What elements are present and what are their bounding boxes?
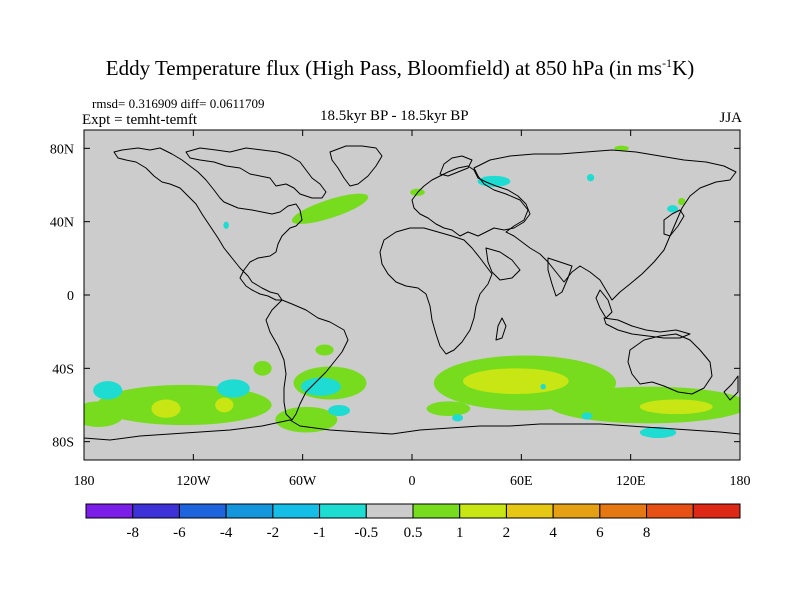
colorbar-label: -2 xyxy=(267,525,280,541)
coast-madagascar xyxy=(495,317,507,341)
region-southern-pacific-core xyxy=(151,399,181,418)
colorbar-box xyxy=(225,503,274,519)
region-indian-small-negative xyxy=(540,383,546,390)
season-label: JJA xyxy=(719,110,742,126)
colorbar-box xyxy=(599,503,648,519)
colorbar-label: -0.5 xyxy=(354,525,378,541)
coast-indonesia xyxy=(603,317,691,339)
rmsd-diff-stats: rmsd= 0.316909 diff= 0.0611709 xyxy=(92,96,265,111)
colorbar-label: 0.5 xyxy=(404,525,423,541)
x-tick-label: 180 xyxy=(74,474,95,489)
colorbar-label: 6 xyxy=(596,525,604,541)
x-tick-label: 60E xyxy=(510,474,533,489)
colorbar-box xyxy=(692,503,741,519)
colorbar-label: -1 xyxy=(313,525,326,541)
coast-europe xyxy=(411,165,531,237)
y-tick-label: 0 xyxy=(67,289,74,304)
y-tick-label: 80S xyxy=(52,436,74,451)
x-tick-label: 0 xyxy=(409,474,416,489)
x-tick-label: 180 xyxy=(730,474,751,489)
experiment-label: Expt = temht-temft xyxy=(82,112,198,128)
colorbar-box xyxy=(646,503,694,519)
colorbar-label: 1 xyxy=(456,525,464,541)
x-axis: 180 120W 60W 0 60E 120E 180 xyxy=(74,130,751,489)
colorbar-box xyxy=(132,503,180,519)
coast-greenland xyxy=(329,145,383,187)
region-southern-pacific-west xyxy=(84,401,125,427)
title-end: K) xyxy=(672,56,695,80)
region-north-atlantic-core xyxy=(310,204,332,217)
period-subtitle: 18.5kyr BP - 18.5kyr BP xyxy=(320,108,469,124)
colorbar-label: 8 xyxy=(643,525,651,541)
region-atlantic-south-east xyxy=(426,401,471,416)
colorbar-box xyxy=(178,503,227,519)
colorbar-label: -4 xyxy=(220,525,233,541)
coast-north-america xyxy=(113,147,303,301)
coast-asia xyxy=(473,149,737,301)
title-superscript: -1 xyxy=(662,56,673,70)
y-axis: 80N 40N 0 40S 80S xyxy=(50,142,740,451)
y-tick-label: 80N xyxy=(50,142,74,157)
colorbar-box xyxy=(459,503,507,519)
coast-scandinavia xyxy=(439,155,473,177)
region-pacific-southwest-negative xyxy=(93,381,123,400)
coast-japan xyxy=(663,209,685,237)
colorbar-label: -6 xyxy=(173,525,186,541)
region-north-atlantic-negative xyxy=(477,175,511,187)
region-pacific-north-negative xyxy=(223,221,229,229)
region-siberia-negative xyxy=(586,174,595,182)
region-kamchatka-positive xyxy=(678,197,686,206)
colorbar-box xyxy=(412,503,461,519)
colorbar-box xyxy=(552,503,601,519)
colorbar-label: 4 xyxy=(549,525,557,541)
region-south-atlantic-negative xyxy=(300,377,341,396)
chart-title: Eddy Temperature flux (High Pass, Bloomf… xyxy=(105,56,695,80)
region-argentina-positive xyxy=(315,344,334,356)
coast-canada-arctic xyxy=(185,147,327,199)
region-okhotsk-negative xyxy=(667,205,679,213)
region-drake-positive xyxy=(275,406,338,433)
x-tick-label: 60W xyxy=(289,474,317,489)
y-tick-label: 40N xyxy=(50,216,74,231)
flux-regions xyxy=(84,145,740,438)
region-australia-south-core xyxy=(639,399,713,415)
colorbar-label: -8 xyxy=(126,525,139,541)
colorbar: -8 -6 -4 -2 -1 -0.5 0.5 1 2 4 6 8 xyxy=(85,503,741,541)
coast-south-america xyxy=(265,299,349,421)
coast-antarctica xyxy=(84,419,740,460)
region-weddell-negative xyxy=(452,414,464,422)
region-southern-pacific-core2 xyxy=(215,397,234,413)
region-south-america-west-negative xyxy=(217,379,250,398)
x-tick-label: 120E xyxy=(616,474,646,489)
coast-australia xyxy=(627,333,713,395)
region-chile-positive xyxy=(253,361,272,376)
coast-new-zealand xyxy=(723,375,739,401)
coast-india xyxy=(547,257,573,297)
colorbar-box xyxy=(505,503,554,519)
y-tick-label: 40S xyxy=(52,362,74,377)
colorbar-box xyxy=(272,503,321,519)
colorbar-box xyxy=(365,503,414,519)
x-tick-label: 120W xyxy=(176,474,211,489)
coast-arabia xyxy=(485,247,521,281)
region-indian-ocean-core xyxy=(463,368,569,394)
region-arctic-positive xyxy=(614,145,629,152)
coastlines xyxy=(84,145,740,460)
region-south-atlantic-negative-b xyxy=(328,405,351,416)
colorbar-label: 2 xyxy=(503,525,511,541)
coast-africa xyxy=(379,227,493,355)
colorbar-box xyxy=(85,503,134,519)
colorbar-box xyxy=(319,503,367,519)
region-ross-negative xyxy=(639,427,677,438)
region-south-indian-negative xyxy=(581,412,593,420)
